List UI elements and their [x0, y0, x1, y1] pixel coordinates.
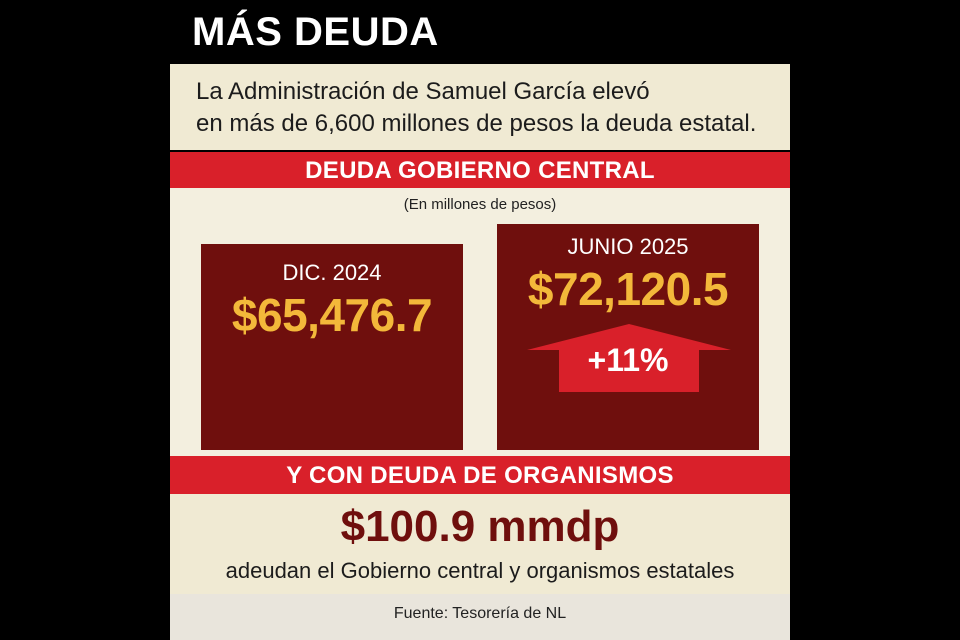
section-heading-organisms: Y CON DEUDA DE ORGANISMOS [170, 456, 790, 494]
total-debt-panel: $100.9 mmdp adeudan el Gobierno central … [170, 494, 790, 594]
change-percent: +11% [587, 342, 669, 378]
jun-2025-label: JUNIO 2025 [567, 234, 689, 259]
intro-line-1: La Administración de Samuel García elevó [196, 78, 650, 105]
jun-2025-box: JUNIO 2025 $72,120.5 +11% [497, 224, 759, 450]
section-heading-central: DEUDA GOBIERNO CENTRAL [170, 152, 790, 188]
intro-panel: La Administración de Samuel García elevó… [170, 64, 790, 150]
total-debt-value: $100.9 mmdp [340, 502, 620, 551]
dec-2024-box: DIC. 2024 $65,476.7 [201, 244, 463, 450]
dec-2024-label: DIC. 2024 [282, 260, 382, 285]
source-note: Fuente: Tesorería de NL [170, 594, 790, 640]
intro-line-2: en más de 6,600 millones de pesos la deu… [196, 110, 757, 137]
unit-note: (En millones de pesos) [403, 196, 557, 213]
central-debt-panel: (En millones de pesos) DIC. 2024 $65,476… [170, 188, 790, 456]
up-arrow-icon [527, 324, 731, 392]
headline: MÁS DEUDA [192, 10, 439, 54]
infographic-card: MÁS DEUDA La Administración de Samuel Ga… [170, 0, 790, 640]
dec-2024-value: $65,476.7 [231, 289, 433, 341]
intro-text: La Administración de Samuel García elevó… [196, 76, 776, 140]
total-debt-description: adeudan el Gobierno central y organismos… [225, 558, 735, 583]
jun-2025-value: $72,120.5 [527, 263, 729, 315]
